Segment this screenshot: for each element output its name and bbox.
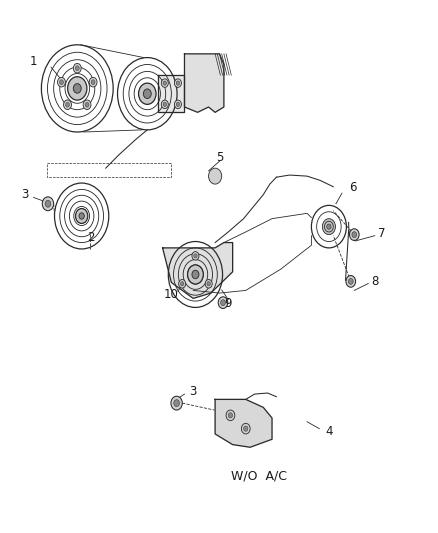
Circle shape xyxy=(220,300,225,305)
Circle shape xyxy=(176,81,179,85)
Circle shape xyxy=(73,84,81,93)
Circle shape xyxy=(351,232,356,238)
Circle shape xyxy=(178,279,185,288)
Text: W/O  A/C: W/O A/C xyxy=(230,470,286,483)
Circle shape xyxy=(170,396,182,410)
Text: 7: 7 xyxy=(377,227,384,240)
Circle shape xyxy=(174,100,181,109)
Text: 1: 1 xyxy=(30,55,37,68)
Circle shape xyxy=(173,400,179,407)
Circle shape xyxy=(176,102,179,107)
Circle shape xyxy=(64,100,71,110)
Polygon shape xyxy=(215,399,272,447)
Circle shape xyxy=(45,200,51,207)
Circle shape xyxy=(348,278,353,284)
Text: 3: 3 xyxy=(189,385,197,398)
Circle shape xyxy=(89,77,97,87)
Circle shape xyxy=(85,102,89,107)
Circle shape xyxy=(324,221,332,232)
Text: 3: 3 xyxy=(21,188,28,201)
Circle shape xyxy=(83,100,91,110)
Circle shape xyxy=(206,281,210,286)
Circle shape xyxy=(162,102,166,107)
Circle shape xyxy=(91,80,95,85)
Text: 10: 10 xyxy=(163,288,178,301)
Circle shape xyxy=(345,276,355,287)
Circle shape xyxy=(228,413,232,418)
Polygon shape xyxy=(184,54,223,112)
Text: 6: 6 xyxy=(348,181,356,195)
Text: 9: 9 xyxy=(224,297,231,310)
Text: 5: 5 xyxy=(215,151,223,164)
Circle shape xyxy=(193,254,197,258)
Circle shape xyxy=(187,265,203,284)
Circle shape xyxy=(161,79,168,87)
Circle shape xyxy=(73,63,81,73)
Circle shape xyxy=(75,208,88,223)
Circle shape xyxy=(161,100,168,109)
Circle shape xyxy=(162,81,166,85)
Circle shape xyxy=(321,219,335,235)
Circle shape xyxy=(243,426,247,431)
Circle shape xyxy=(65,102,69,107)
Circle shape xyxy=(326,224,330,229)
Text: 2: 2 xyxy=(86,231,94,244)
Circle shape xyxy=(241,423,250,434)
Polygon shape xyxy=(162,243,232,298)
Polygon shape xyxy=(158,75,184,112)
Circle shape xyxy=(57,77,65,87)
Circle shape xyxy=(349,229,358,240)
Circle shape xyxy=(208,168,221,184)
Circle shape xyxy=(79,213,84,219)
Circle shape xyxy=(60,80,63,85)
Circle shape xyxy=(174,79,181,87)
Circle shape xyxy=(191,252,198,260)
Circle shape xyxy=(218,297,227,309)
Circle shape xyxy=(191,270,198,279)
Text: 4: 4 xyxy=(325,425,332,438)
Text: 8: 8 xyxy=(370,275,378,288)
Circle shape xyxy=(67,77,87,100)
Circle shape xyxy=(205,279,212,288)
Circle shape xyxy=(143,89,151,99)
Circle shape xyxy=(75,66,79,70)
Circle shape xyxy=(180,281,184,286)
Circle shape xyxy=(226,410,234,421)
Circle shape xyxy=(42,197,53,211)
Circle shape xyxy=(138,83,155,104)
